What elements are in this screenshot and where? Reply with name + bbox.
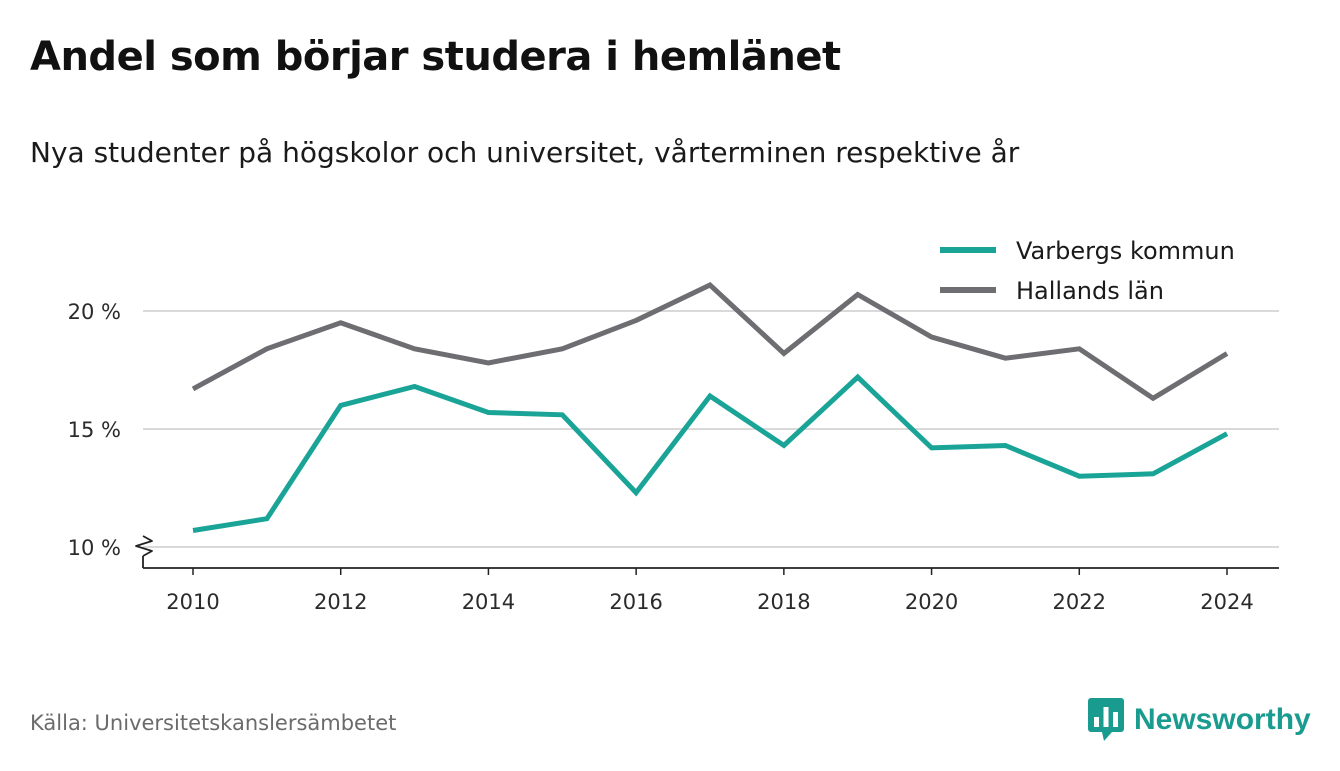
x-tick-label: 2018 — [757, 590, 810, 614]
legend-background — [928, 228, 1280, 310]
chart-title: Andel som börjar studera i hemlänet — [30, 34, 841, 80]
y-tick-label: 10 % — [68, 536, 121, 560]
x-tick-label: 2010 — [166, 590, 219, 614]
series-line-varbergs-kommun — [192, 373, 1229, 533]
series-line-hallands-lan — [191, 282, 1229, 402]
y-tick-label: 20 % — [68, 300, 121, 324]
x-tick-label: 2020 — [905, 590, 958, 614]
x-tick-label: 2024 — [1200, 590, 1253, 614]
x-tick-label: 2022 — [1053, 590, 1106, 614]
x-tick-label: 2014 — [462, 590, 515, 614]
y-axis-break-mark — [135, 535, 153, 557]
newsworthy-logo-icon — [1088, 698, 1124, 741]
brand-logo-link[interactable]: Newsworthy — [1088, 698, 1311, 742]
x-tick-label: 2012 — [314, 590, 367, 614]
legend-label-varbergs-kommun: Varbergs kommun — [1016, 237, 1235, 265]
brand-name: Newsworthy — [1134, 703, 1311, 736]
source-note: Källa: Universitetskanslersämbetet — [30, 711, 397, 735]
x-tick-label: 2016 — [609, 590, 662, 614]
legend-label-hallands-lan: Hallands län — [1016, 277, 1164, 305]
chart-subtitle: Nya studenter på högskolor och universit… — [30, 136, 1020, 169]
y-tick-label: 15 % — [68, 418, 121, 442]
line-chart: 10 % 15 % 20 % 2010 2012 2014 2016 2018 2020 2022… — [67, 228, 1280, 614]
